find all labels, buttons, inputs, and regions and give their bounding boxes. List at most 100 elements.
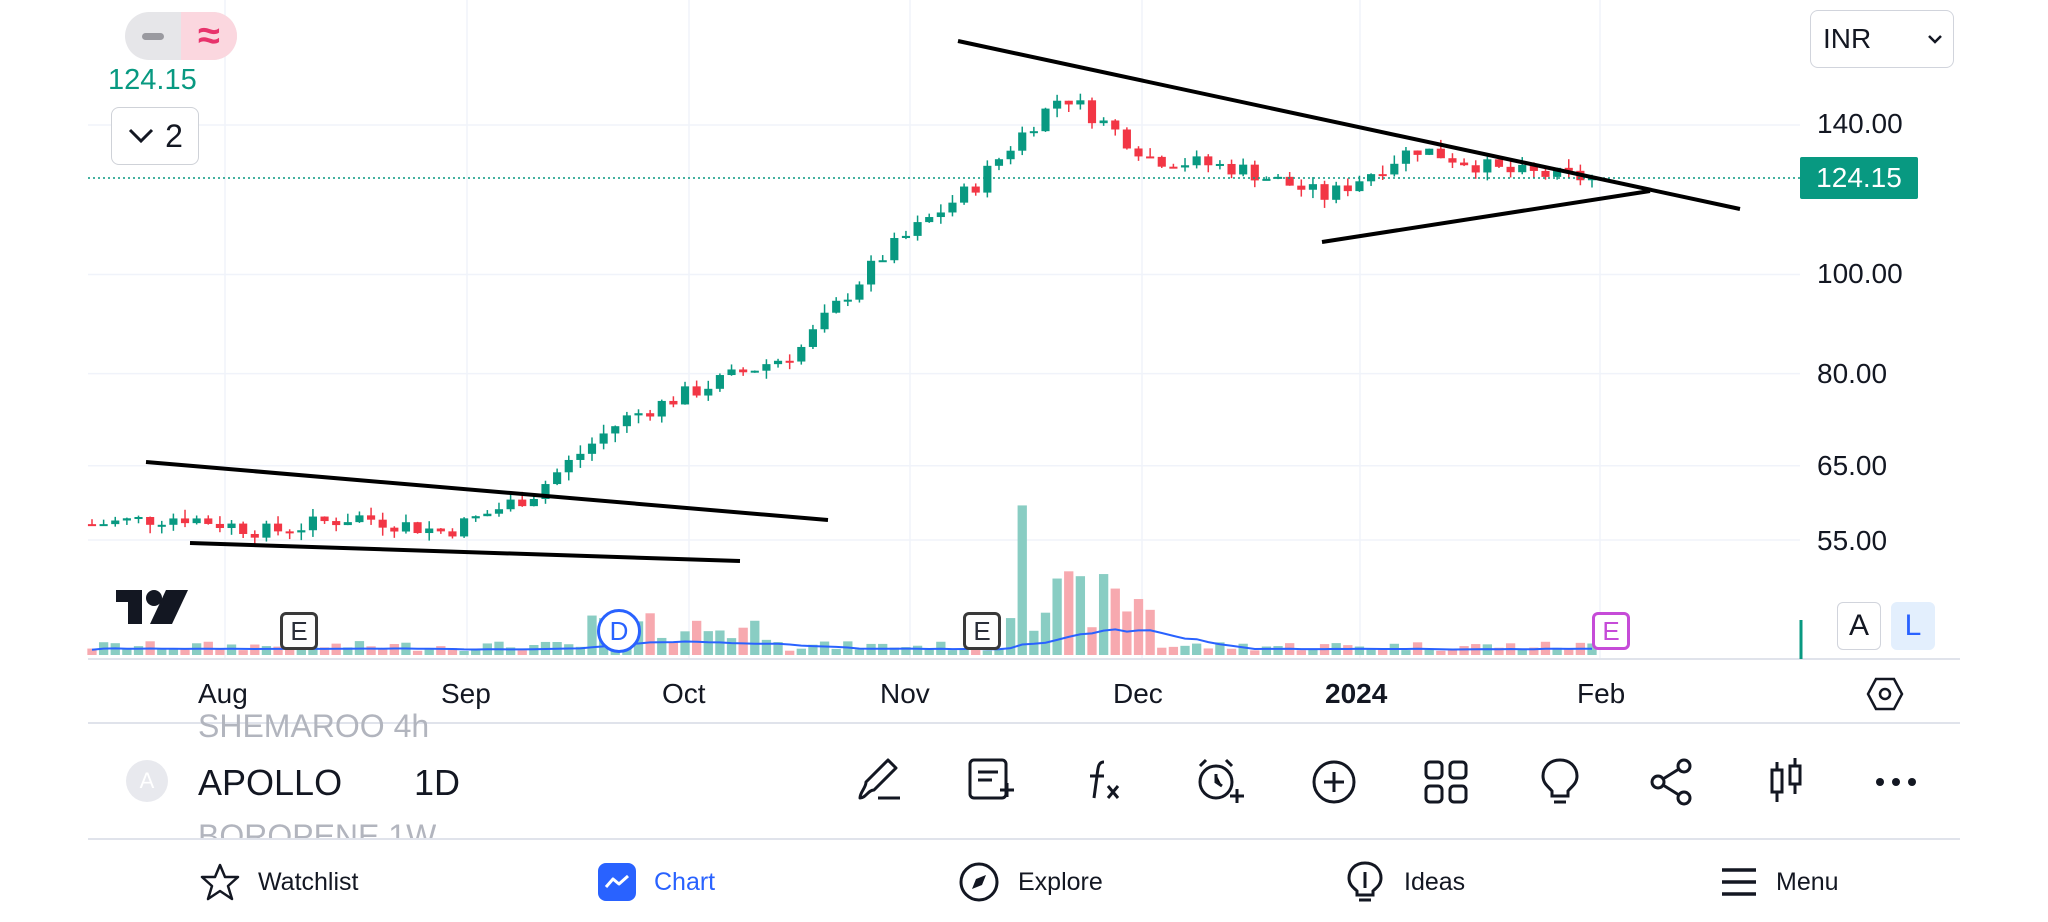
volume-bar [1052, 578, 1062, 655]
nav-menu[interactable]: Menu [1720, 858, 1839, 906]
candle-body [890, 238, 899, 261]
toggle-minus[interactable] [125, 12, 181, 60]
compass-icon [959, 862, 999, 902]
candle-body [936, 212, 945, 218]
candle-body [867, 260, 876, 285]
candle-body [913, 222, 922, 236]
candle-body [250, 533, 259, 538]
function-button[interactable] [1076, 752, 1136, 812]
volume-bar [1017, 505, 1027, 655]
draw-button[interactable] [850, 752, 910, 812]
earnings-upcoming-marker[interactable]: E [1592, 612, 1630, 650]
volume-bar [1552, 647, 1562, 655]
time-axis-label: Nov [880, 678, 930, 709]
volume-bar [750, 620, 760, 655]
time-axis-label: 2024 [1325, 678, 1388, 709]
volume-bar [87, 648, 97, 655]
volume-bar [1366, 648, 1376, 655]
volume-bar [1110, 588, 1120, 655]
volume-bar [1075, 576, 1086, 655]
alarm-add-button[interactable] [1190, 752, 1250, 812]
candle-body [739, 369, 748, 373]
log-scale-button[interactable]: L [1891, 602, 1935, 650]
earnings-marker[interactable]: E [280, 612, 318, 650]
volume-bar [157, 649, 167, 655]
candle-body [611, 426, 620, 434]
trendline-upper-1 [145, 460, 829, 522]
collapse-indicators-button[interactable]: 2 [111, 107, 199, 165]
symbol-name[interactable]: APOLLO [198, 762, 343, 803]
candle-body [1099, 120, 1108, 124]
volume-bar [924, 649, 934, 655]
candle-body [576, 453, 585, 460]
candle-body [425, 528, 434, 534]
candle-body [448, 531, 457, 537]
volume-bar [738, 627, 748, 655]
candle-body [320, 516, 329, 522]
candle-body [1180, 165, 1190, 168]
prev-symbol[interactable]: SHEMAROO 4h [198, 708, 430, 744]
nav-ideas[interactable]: Ideas [1344, 858, 1465, 906]
candle-body [87, 524, 97, 527]
auto-scale-button[interactable]: A [1837, 602, 1881, 650]
candle-body [1018, 132, 1027, 151]
more-button[interactable] [1866, 752, 1926, 812]
candle-body [1169, 166, 1178, 169]
divider [88, 838, 1960, 840]
volume-bar [1308, 648, 1318, 655]
candle-body [471, 516, 480, 519]
candle-body [622, 415, 631, 427]
candle-body [273, 523, 283, 532]
candle-body [762, 364, 771, 371]
currency-select[interactable]: INR [1810, 10, 1954, 68]
candle-body [1087, 100, 1097, 124]
price-axis-label: 100.00 [1817, 258, 1903, 289]
candle-body [518, 499, 527, 507]
plus-circle-button[interactable] [1304, 752, 1364, 812]
nav-label: Watchlist [258, 867, 359, 896]
function-icon [1090, 760, 1120, 799]
ideas-bulb-button[interactable] [1530, 752, 1590, 812]
volume-bar [319, 647, 330, 655]
note-add-button[interactable] [962, 752, 1022, 812]
candle-body [401, 522, 411, 532]
nav-watchlist[interactable]: Watchlist [200, 858, 358, 906]
candle-body [460, 518, 469, 537]
chart-type-toggle[interactable]: ≈ [125, 12, 237, 60]
candle-body [1541, 170, 1550, 177]
volume-bar [1087, 627, 1097, 655]
layout-grid-button[interactable] [1416, 752, 1476, 812]
candle-body [1157, 156, 1166, 167]
volume-bar [471, 649, 481, 655]
candle-body [1204, 156, 1213, 166]
earnings-marker[interactable]: E [963, 612, 1001, 650]
toggle-wave[interactable]: ≈ [181, 12, 237, 60]
candle-body [657, 400, 666, 417]
dividend-marker[interactable]: D [597, 609, 641, 653]
candle-body [669, 400, 678, 405]
candle-type-button[interactable] [1756, 752, 1816, 812]
candle-body [925, 217, 934, 223]
volume-bar [285, 649, 295, 655]
candle-body [1006, 150, 1015, 160]
volume-bar [982, 650, 992, 655]
candle-body [1355, 181, 1364, 192]
volume-bar [575, 646, 586, 655]
symbol-interval[interactable]: 1D [414, 762, 461, 803]
candle-body [1215, 163, 1224, 166]
share-button[interactable] [1642, 752, 1702, 812]
volume-bar [1145, 609, 1155, 655]
nav-chart[interactable]: Chart [598, 858, 715, 906]
volume-bar [1564, 648, 1574, 655]
next-symbol[interactable]: BOROPENE 1W [198, 818, 437, 840]
settings-hex-icon[interactable] [1866, 676, 1904, 712]
candle-body [1564, 167, 1573, 171]
nav-explore[interactable]: Explore [958, 858, 1103, 906]
volume-bar [1226, 648, 1237, 655]
volume-bar [1098, 574, 1109, 655]
volume-bar [819, 641, 830, 655]
volume-bar [273, 646, 283, 655]
candle-body [1425, 148, 1434, 155]
candle-body [204, 518, 213, 524]
